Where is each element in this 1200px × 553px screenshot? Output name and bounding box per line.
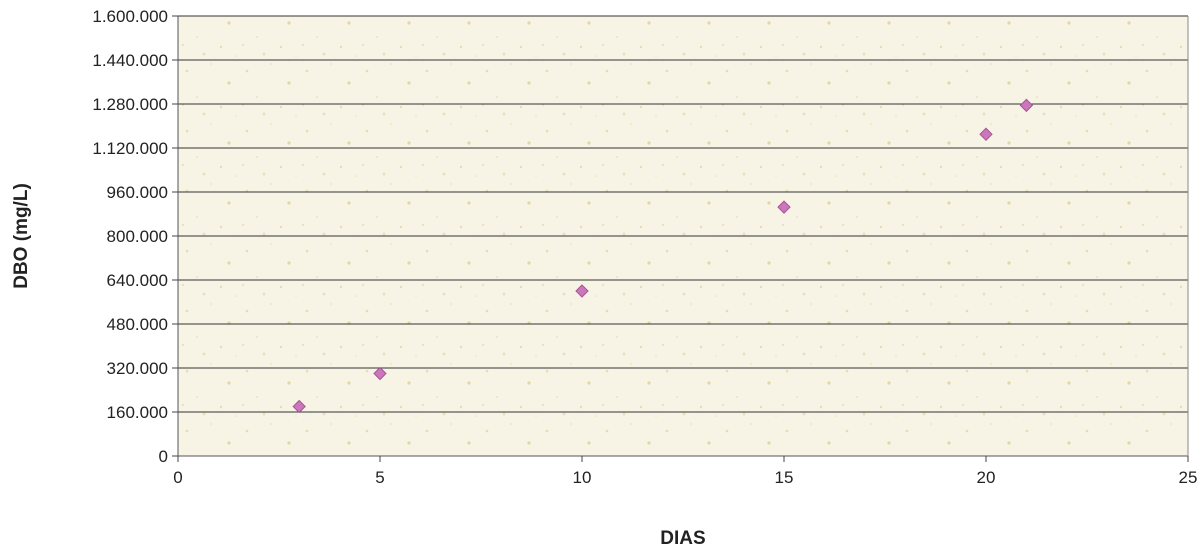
y-tick-label: 1.440.000 (92, 51, 168, 70)
x-axis-title: DIAS (660, 528, 705, 549)
y-axis-title: DBO (mg/L) (11, 183, 32, 289)
y-tick-label: 1.280.000 (92, 95, 168, 114)
data-points (292, 98, 1034, 414)
y-tick-label: 480.000 (107, 315, 168, 334)
y-tick-label: 960.000 (107, 183, 168, 202)
data-point-diamond (373, 366, 387, 381)
y-tick-label: 1.600.000 (92, 7, 168, 26)
data-point-diamond (979, 127, 993, 141)
x-tick-label: 10 (573, 468, 592, 487)
data-point-diamond (292, 399, 306, 414)
x-tick-label: 0 (173, 468, 182, 487)
x-tick-label: 20 (977, 468, 996, 487)
data-point-diamond (575, 284, 589, 298)
y-tick-label: 640.000 (107, 271, 168, 290)
gridlines (172, 15, 1188, 457)
x-tick-label: 25 (1179, 468, 1198, 487)
x-axis-tick-labels: 0 5 10 15 20 25 (173, 456, 1197, 487)
y-axis-tick-labels: 0 160.000 320.000 480.000 640.000 800.000 960.… (92, 7, 168, 466)
data-point-diamond (1019, 98, 1034, 113)
y-tick-label: 320.000 (107, 359, 168, 378)
x-tick-label: 5 (375, 468, 384, 487)
y-tick-label: 1.120.000 (92, 139, 168, 158)
x-tick-label: 15 (775, 468, 794, 487)
data-point-diamond (777, 200, 791, 214)
axes (177, 16, 1189, 457)
y-tick-label: 0 (159, 447, 168, 466)
y-tick-label: 160.000 (107, 403, 168, 422)
y-tick-label: 800.000 (107, 227, 168, 246)
